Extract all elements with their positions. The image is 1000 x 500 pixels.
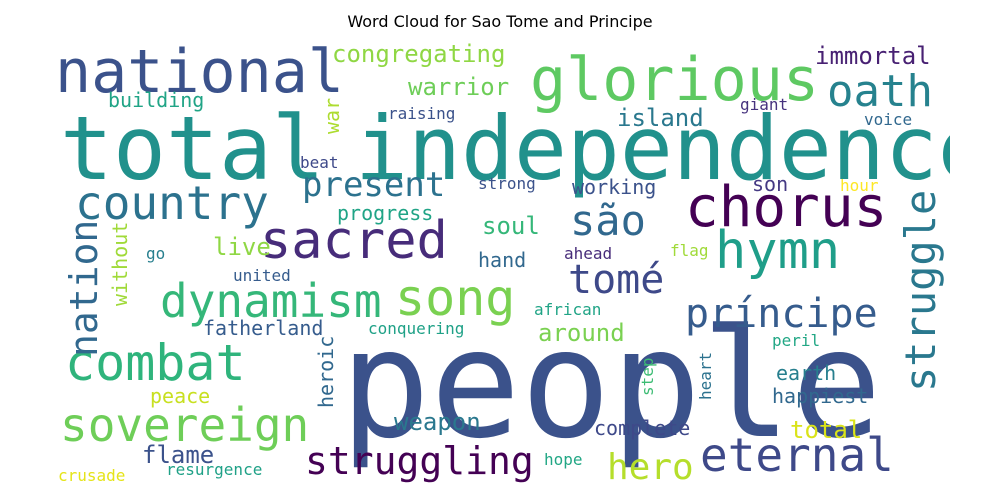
word-hope: hope (544, 450, 583, 469)
word-fatherland: fatherland (203, 316, 324, 340)
word-resurgence: resurgence (166, 460, 263, 479)
word-working: working (572, 175, 657, 199)
word-voice: voice (864, 110, 913, 129)
word-sacred: sacred (260, 211, 448, 271)
word-combat: combat (65, 334, 246, 392)
word-progress: progress (337, 201, 434, 225)
word-united: united (233, 266, 291, 285)
word-war: war (320, 97, 344, 134)
word-peril: peril (772, 331, 821, 350)
word-building: building (108, 88, 205, 112)
word-son: son (752, 172, 789, 196)
word-congregating: congregating (332, 40, 506, 68)
word-heart: heart (696, 351, 715, 400)
word-earth: earth (776, 361, 837, 385)
word-cloud: people total independence national glorious c… (50, 40, 950, 488)
chart-title: Word Cloud for Sao Tome and Principe (347, 12, 653, 31)
word-conquering: conquering (368, 319, 465, 338)
word-live: live (213, 233, 271, 261)
word-struggle: struggle (896, 189, 945, 392)
word-hour: hour (840, 176, 879, 195)
word-hymn: hymn (715, 221, 841, 281)
word-song: song (395, 269, 516, 327)
word-flame: flame (142, 441, 215, 469)
word-immortal: immortal (815, 42, 931, 70)
word-s-o: são (570, 196, 646, 245)
word-sovereign: sovereign (60, 398, 310, 452)
word-country: country (75, 176, 269, 230)
word-step: step (638, 357, 657, 396)
word-eternal: eternal (700, 428, 894, 482)
word-soul: soul (482, 212, 540, 240)
word-national: national (55, 40, 344, 107)
word-crusade: crusade (58, 466, 126, 485)
word-present: present (302, 165, 446, 205)
word-hero: hero (607, 447, 694, 488)
word-hand: hand (478, 248, 527, 272)
word-glorious: glorious (530, 45, 819, 115)
word-african: african (534, 300, 602, 319)
word-happiest: happiest (772, 384, 869, 408)
word-total: total (60, 97, 325, 200)
word-island: island (617, 104, 704, 132)
word-warrior: warrior (408, 73, 510, 101)
word-strong: strong (478, 174, 536, 193)
word-chorus: chorus (685, 175, 888, 240)
word-around: around (538, 319, 625, 347)
word-raising: raising (388, 104, 456, 123)
word-heroic: heroic (314, 335, 338, 408)
word-peace: peace (150, 384, 211, 408)
word-beat: beat (300, 153, 339, 172)
word-pr-ncipe: príncipe (685, 291, 878, 337)
word-people: people (340, 298, 882, 472)
word-complete: complete (594, 416, 691, 440)
word-total: total (790, 416, 863, 444)
word-dynamism: dynamism (160, 274, 382, 328)
word-tom-: tomé (568, 257, 665, 303)
word-go: go (146, 244, 166, 263)
word-oath: oath (827, 66, 933, 117)
word-ahead: ahead (564, 244, 613, 263)
word-flag: flag (670, 241, 709, 260)
word-weapon: weapon (394, 408, 481, 436)
word-nation: nation (62, 219, 106, 357)
word-without: without (108, 221, 132, 306)
word-giant: giant (740, 95, 789, 114)
word-independence: independence (355, 97, 950, 200)
word-struggling: struggling (305, 439, 534, 483)
